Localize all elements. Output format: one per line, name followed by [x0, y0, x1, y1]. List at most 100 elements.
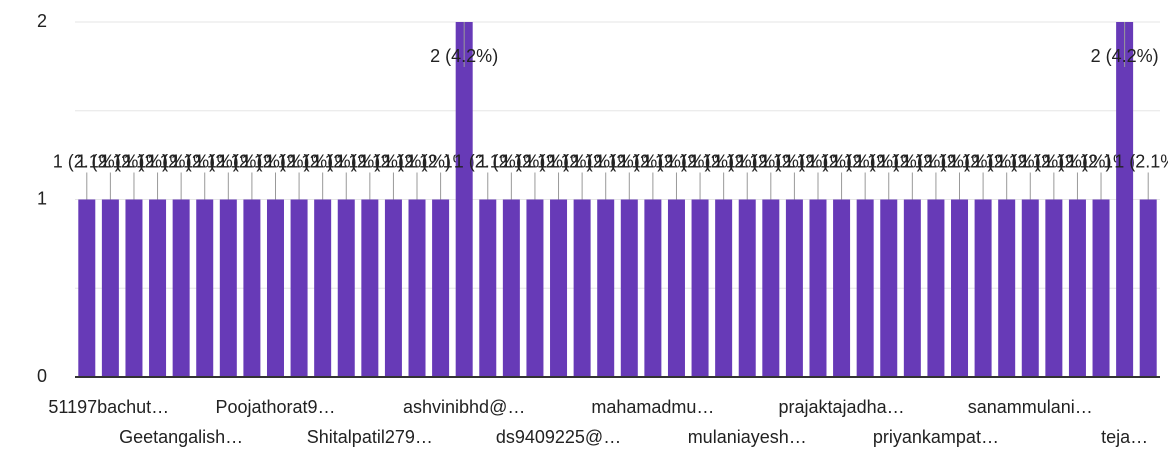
bar	[337, 199, 355, 377]
data-label: 1 (2.1%)	[1043, 151, 1111, 171]
data-label: 1 (2.1%)	[760, 151, 828, 171]
x-tick-label: 51197bachut…	[48, 397, 169, 417]
bar	[691, 199, 709, 377]
bar	[479, 199, 497, 377]
data-label: 1 (2.1%)	[76, 151, 144, 171]
bar	[927, 199, 945, 377]
data-label: 1 (2.1%)	[949, 151, 1017, 171]
y-tick-label: 2	[37, 11, 47, 31]
bar	[361, 199, 379, 377]
bar	[502, 199, 520, 377]
data-label: 1 (2.1%)	[690, 151, 758, 171]
bar	[1068, 199, 1086, 377]
bar	[880, 199, 898, 377]
bar	[384, 199, 402, 377]
x-tick-label: priyankampat…	[873, 427, 999, 447]
bar	[1116, 22, 1134, 377]
x-tick-label: Poojathorat9…	[215, 397, 335, 417]
bar	[78, 199, 96, 377]
data-label: 2 (4.2%)	[1091, 46, 1159, 66]
y-tick-label: 1	[37, 188, 47, 208]
data-label: 1 (2.1%)	[241, 151, 309, 171]
data-label: 1 (2.1%)	[831, 151, 899, 171]
data-label: 1 (2.1%)	[171, 151, 239, 171]
bar	[455, 22, 473, 377]
data-label: 1 (2.1%)	[619, 151, 687, 171]
data-label: 1 (2.1%)	[124, 151, 192, 171]
bar	[1021, 199, 1039, 377]
data-label: 1 (2.1%)	[1114, 151, 1168, 171]
data-label: 1 (2.1%)	[1020, 151, 1088, 171]
x-tick-label: Geetangalish…	[119, 427, 243, 447]
data-label: 1 (2.1%)	[737, 151, 805, 171]
bar	[738, 199, 756, 377]
data-label: 1 (2.1%)	[147, 151, 215, 171]
bar	[762, 199, 780, 377]
data-label: 1 (2.1%)	[713, 151, 781, 171]
data-label: 1 (2.1%)	[359, 151, 427, 171]
bar	[1045, 199, 1063, 377]
x-tick-label: Shitalpatil279…	[307, 427, 433, 447]
data-label: 1 (2.1%)	[194, 151, 262, 171]
data-label: 1 (2.1%)	[454, 151, 522, 171]
bar	[101, 199, 119, 377]
bar	[573, 199, 591, 377]
bar	[1139, 199, 1157, 377]
bar	[266, 199, 284, 377]
bar	[526, 199, 544, 377]
bar	[667, 199, 685, 377]
bar	[715, 199, 733, 377]
bar	[951, 199, 969, 377]
data-label: 1 (2.1%)	[808, 151, 876, 171]
bar	[432, 199, 450, 377]
bar	[809, 199, 827, 377]
data-label: 1 (2.1%)	[312, 151, 380, 171]
data-label: 1 (2.1%)	[265, 151, 333, 171]
bar	[125, 199, 143, 377]
x-tick-label: mahamadmu…	[591, 397, 714, 417]
data-label: 1 (2.1%)	[100, 151, 168, 171]
data-label: 1 (2.1%)	[902, 151, 970, 171]
bar	[903, 199, 921, 377]
data-label: 1 (2.1%)	[289, 151, 357, 171]
data-label: 1 (2.1%)	[53, 151, 121, 171]
data-label: 2 (4.2%)	[430, 46, 498, 66]
data-label: 1 (2.1%)	[218, 151, 286, 171]
data-label: 1 (2.1%)	[784, 151, 852, 171]
bar	[196, 199, 214, 377]
bar	[974, 199, 992, 377]
bar	[314, 199, 332, 377]
x-tick-label: mulaniayesh…	[688, 427, 807, 447]
data-label: 1 (2.1%)	[595, 151, 663, 171]
data-label: 1 (2.1%)	[666, 151, 734, 171]
bar	[597, 199, 615, 377]
data-label: 1 (2.1%)	[878, 151, 946, 171]
bar	[785, 199, 803, 377]
x-tick-label: sanammulani…	[968, 397, 1093, 417]
bar	[290, 199, 308, 377]
y-tick-label: 0	[37, 366, 47, 386]
x-tick-label: ds9409225@…	[496, 427, 621, 447]
bar	[243, 199, 261, 377]
data-label: 1 (2.1%)	[642, 151, 710, 171]
bar	[550, 199, 568, 377]
x-tick-label: prajaktajadha…	[779, 397, 905, 417]
data-label: 1 (2.1%)	[336, 151, 404, 171]
bar	[644, 199, 662, 377]
data-label: 1 (2.1%)	[477, 151, 545, 171]
bar	[1092, 199, 1110, 377]
data-label: 1 (2.1%)	[525, 151, 593, 171]
data-label: 1 (2.1%)	[973, 151, 1041, 171]
x-tick-label: ashvinibhd@…	[403, 397, 525, 417]
bar	[856, 199, 874, 377]
bar	[408, 199, 426, 377]
bar	[219, 199, 237, 377]
bar	[998, 199, 1016, 377]
data-label: 1 (2.1%)	[383, 151, 451, 171]
data-label: 1 (2.1%)	[925, 151, 993, 171]
data-label: 1 (2.1%)	[501, 151, 569, 171]
data-label: 1 (2.1%)	[572, 151, 640, 171]
bar	[172, 199, 190, 377]
bar	[149, 199, 167, 377]
